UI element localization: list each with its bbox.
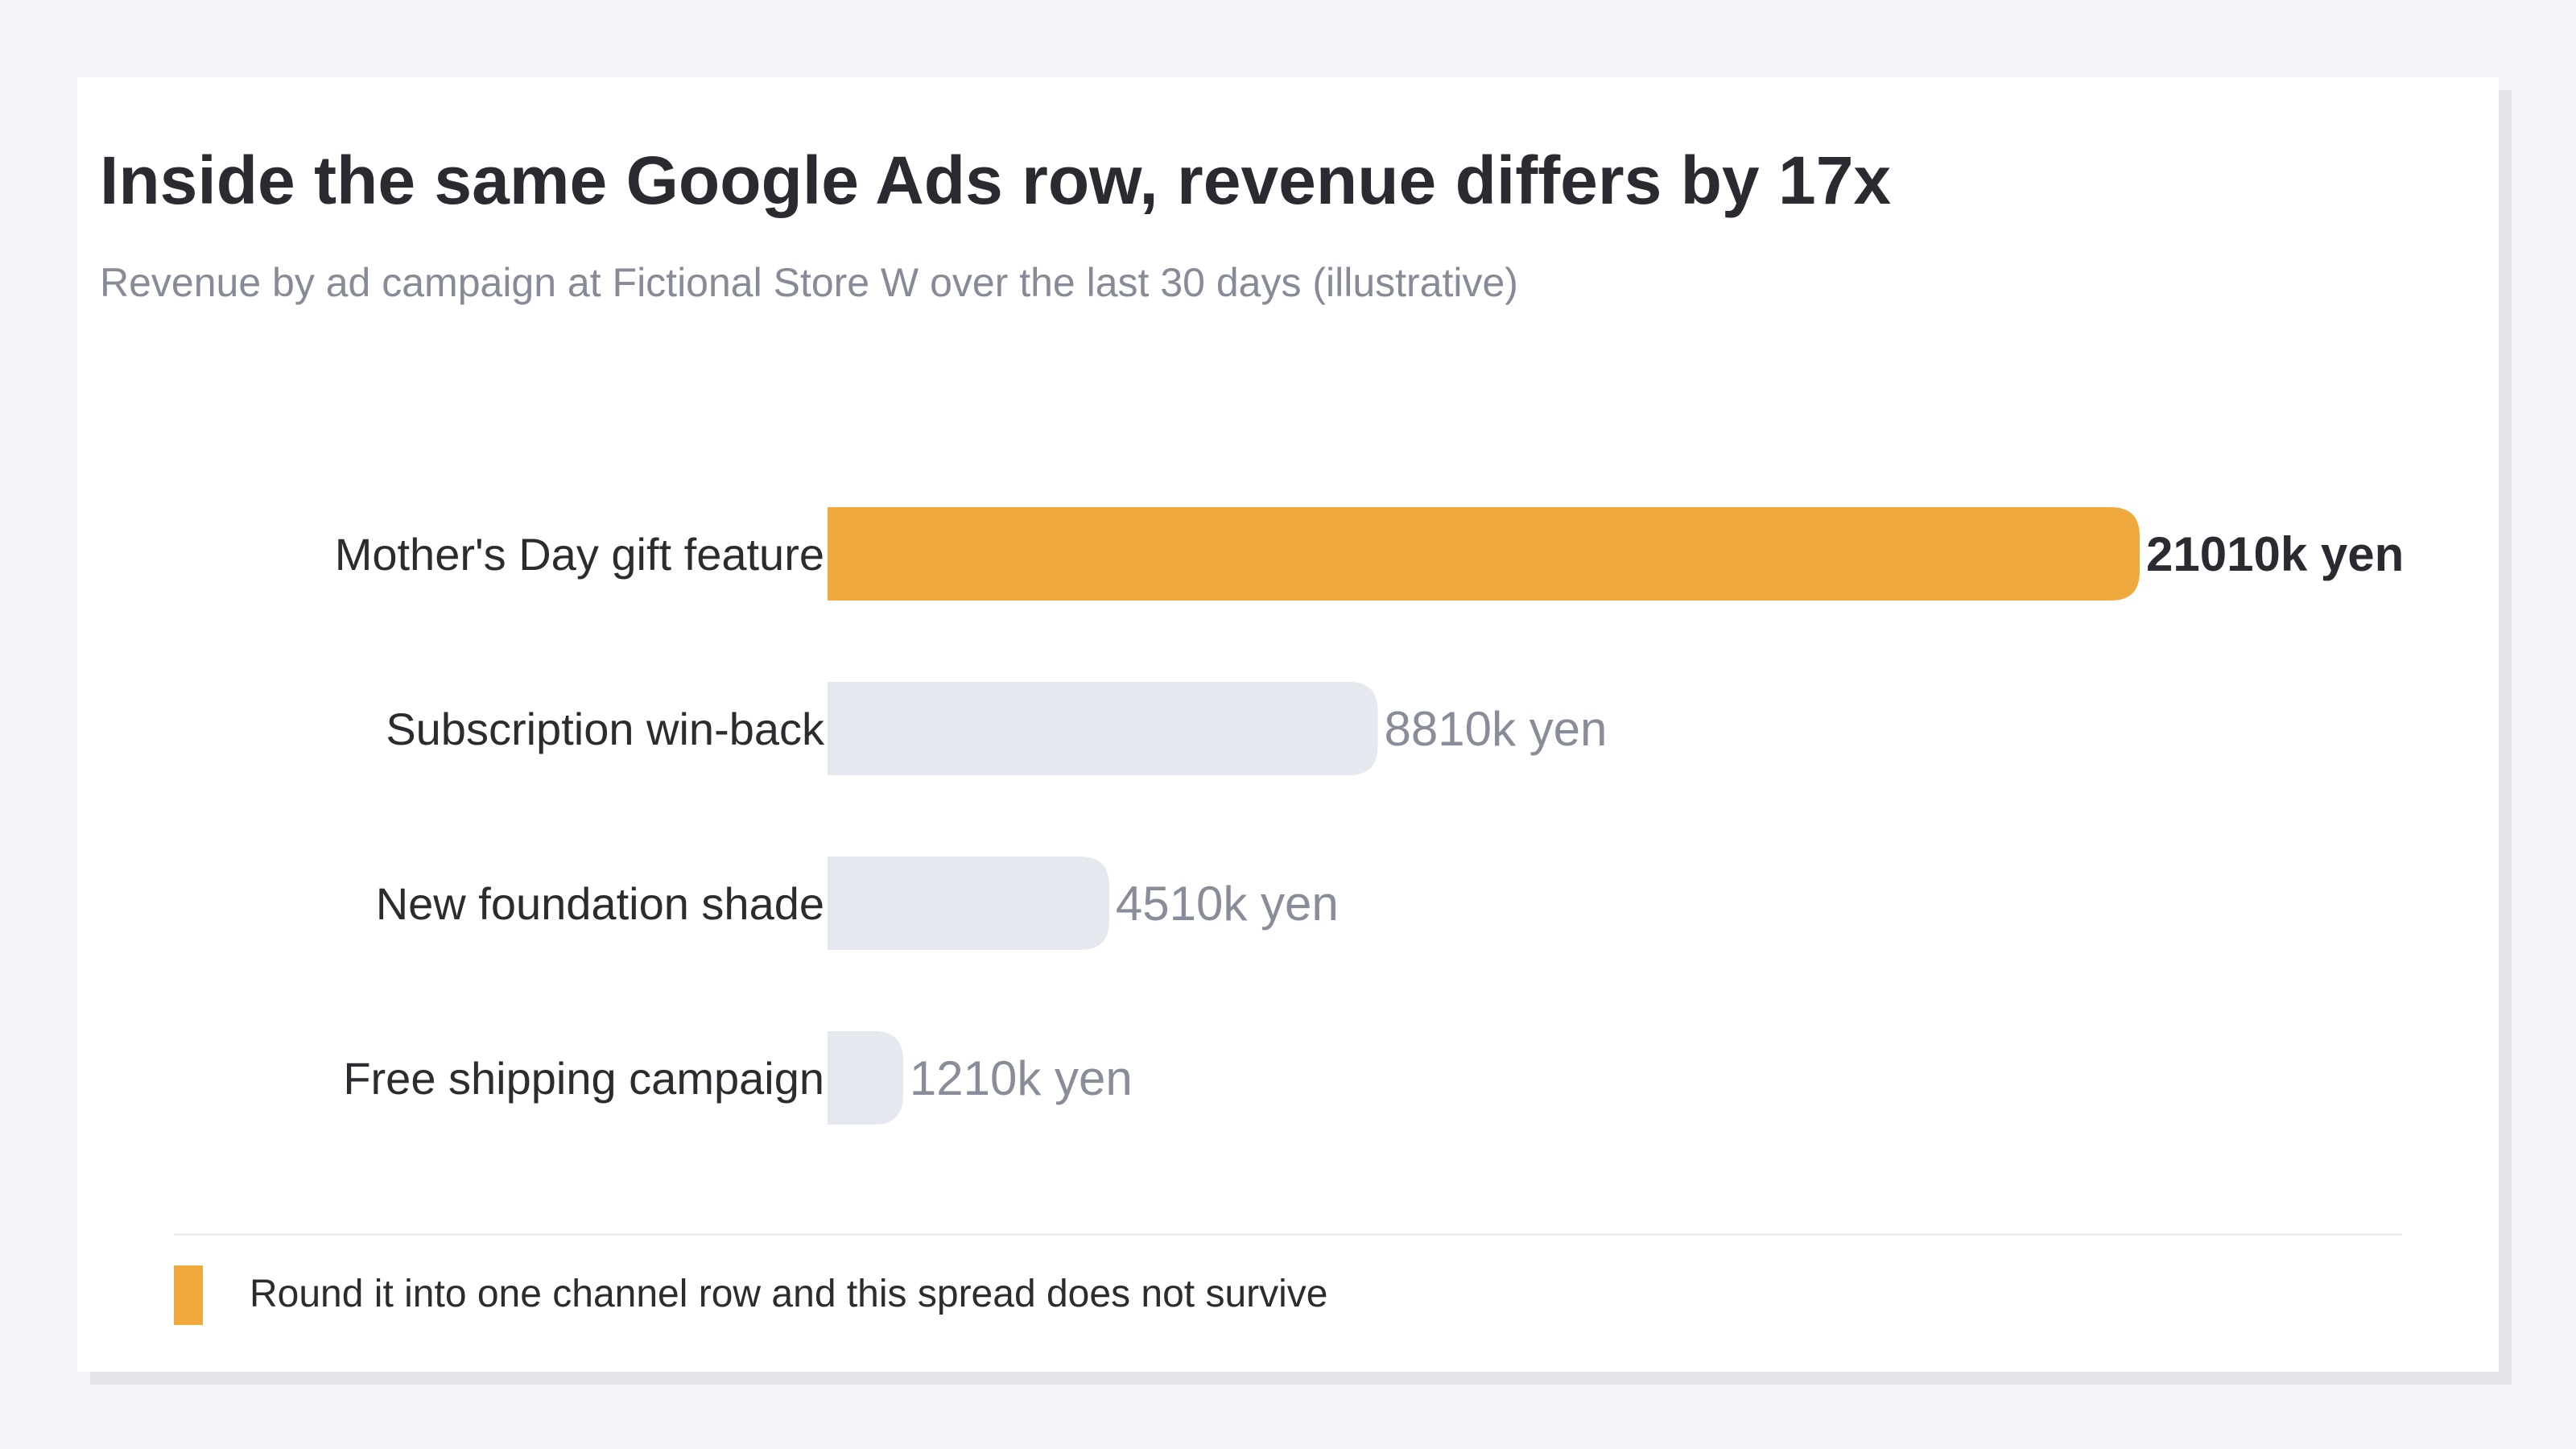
chart-title: Inside the same Google Ads row, revenue … (100, 142, 1892, 218)
bar-row: Mother's Day gift feature 21010k yen (335, 507, 2404, 601)
bar (828, 1031, 903, 1125)
bar-row: Free shipping campaign 1210k yen (343, 1031, 1133, 1125)
bar (828, 857, 1109, 950)
legend-swatch (174, 1265, 203, 1325)
category-label: Mother's Day gift feature (335, 529, 824, 580)
value-label: 4510k yen (1116, 877, 1339, 931)
category-label: Free shipping campaign (343, 1053, 824, 1104)
legend-text: Round it into one channel row and this s… (250, 1273, 1328, 1315)
value-label: 21010k yen (2146, 527, 2404, 581)
category-label: New foundation shade (376, 878, 824, 929)
bar (828, 682, 1378, 775)
bar (828, 507, 2140, 601)
bar-row: Subscription win-back 8810k yen (386, 682, 1607, 775)
bar-row: New foundation shade 4510k yen (376, 857, 1339, 950)
value-label: 8810k yen (1384, 702, 1607, 756)
legend-divider (174, 1233, 2402, 1236)
value-label: 1210k yen (910, 1051, 1133, 1105)
category-label: Subscription win-back (386, 704, 825, 754)
chart-subtitle: Revenue by ad campaign at Fictional Stor… (100, 260, 1518, 305)
